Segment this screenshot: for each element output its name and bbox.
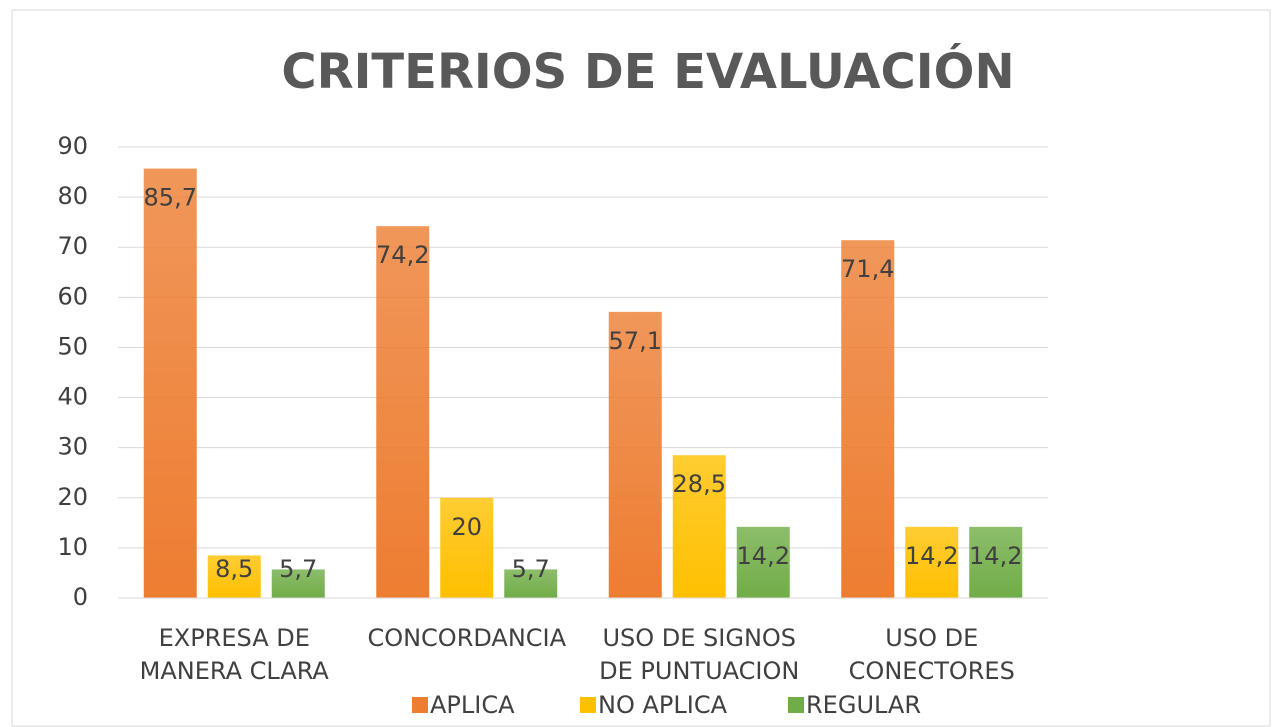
data-label: 14,2 bbox=[737, 542, 790, 570]
bar bbox=[608, 311, 662, 598]
bar bbox=[207, 555, 261, 598]
data-label: 85,7 bbox=[144, 184, 197, 212]
data-label: 20 bbox=[451, 513, 482, 541]
y-tick-label: 60 bbox=[57, 282, 88, 310]
legend-label: REGULAR bbox=[806, 691, 921, 719]
data-label: 74,2 bbox=[376, 241, 429, 269]
x-tick-label: CONCORDANCIA bbox=[367, 624, 567, 652]
legend-swatch bbox=[788, 697, 804, 713]
x-tick-label: EXPRESA DE MANERA CLARA bbox=[139, 624, 329, 685]
legend-swatch bbox=[580, 697, 596, 713]
x-tick-label: USO DE SIGNOS DE PUNTUACION bbox=[599, 624, 800, 685]
data-label: 28,5 bbox=[673, 470, 726, 498]
bar bbox=[905, 526, 959, 598]
y-tick-label: 90 bbox=[57, 132, 88, 160]
bar bbox=[440, 497, 494, 598]
y-tick-label: 10 bbox=[57, 533, 88, 561]
chart-title: CRITERIOS DE EVALUACIÓN bbox=[281, 43, 1014, 100]
bar bbox=[841, 240, 895, 598]
y-tick-label: 30 bbox=[57, 433, 88, 461]
legend-swatch bbox=[412, 697, 428, 713]
bar bbox=[736, 526, 790, 598]
legend-label: NO APLICA bbox=[598, 691, 728, 719]
data-label: 71,4 bbox=[841, 255, 894, 283]
y-tick-label: 40 bbox=[57, 383, 88, 411]
data-label: 14,2 bbox=[969, 542, 1022, 570]
y-tick-label: 70 bbox=[57, 232, 88, 260]
bar bbox=[672, 455, 726, 598]
data-label: 5,7 bbox=[279, 555, 317, 583]
bar bbox=[376, 226, 430, 599]
bar bbox=[271, 569, 325, 598]
y-tick-label: 0 bbox=[73, 583, 88, 611]
y-tick-label: 50 bbox=[57, 332, 88, 360]
bar bbox=[143, 168, 197, 598]
legend-label: APLICA bbox=[430, 691, 515, 719]
bar bbox=[504, 569, 558, 598]
data-label: 57,1 bbox=[609, 327, 662, 355]
y-tick-label: 80 bbox=[57, 182, 88, 210]
data-label: 5,7 bbox=[512, 555, 550, 583]
x-tick-label: USO DE CONECTORES bbox=[848, 624, 1015, 685]
bar bbox=[969, 526, 1023, 598]
data-label: 8,5 bbox=[215, 555, 253, 583]
data-label: 14,2 bbox=[905, 542, 958, 570]
y-tick-label: 20 bbox=[57, 483, 88, 511]
